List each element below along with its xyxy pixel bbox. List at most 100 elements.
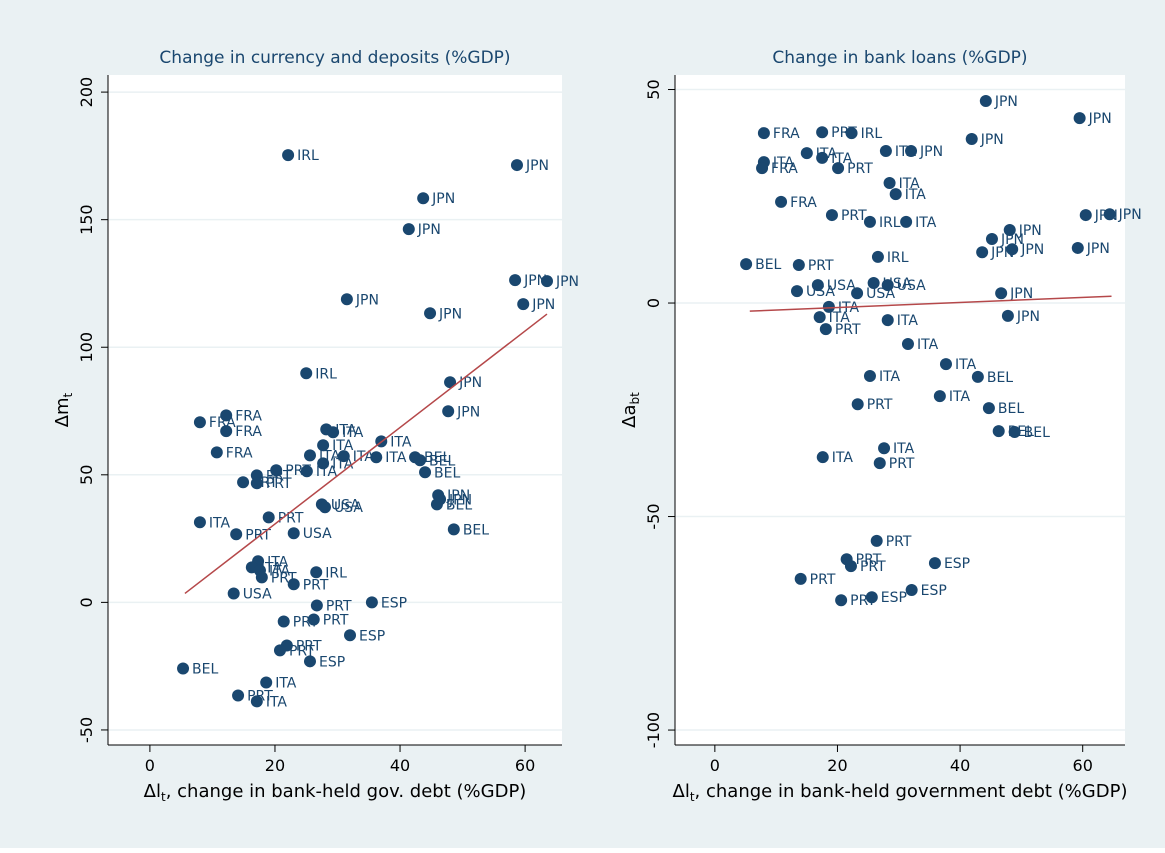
point-label: PRT <box>860 559 886 575</box>
x-axis-label-sub: t <box>690 790 695 804</box>
point <box>971 370 984 383</box>
point-label: IRL <box>315 366 337 382</box>
point <box>287 578 300 591</box>
point <box>873 457 886 470</box>
point-label: USA <box>897 278 926 294</box>
point-label: PRT <box>808 258 834 274</box>
x-axis-label-rest: , change in bank-held government debt (%… <box>695 781 1128 802</box>
point <box>811 279 824 292</box>
point-label: BEL <box>434 465 460 481</box>
point <box>344 629 357 642</box>
point-label: BEL <box>429 453 455 469</box>
point-label: BEL <box>192 661 218 677</box>
point <box>193 416 206 429</box>
point-label: ITA <box>335 422 357 438</box>
point-label: ITA <box>879 369 901 385</box>
y-tick-label: 200 <box>77 77 96 108</box>
point <box>870 534 883 547</box>
point-label: PRT <box>841 208 867 224</box>
point-label: JPN <box>458 375 482 391</box>
point <box>851 287 864 300</box>
point <box>822 300 835 313</box>
point <box>220 425 233 438</box>
point <box>510 159 523 172</box>
point <box>933 390 946 403</box>
point <box>825 209 838 222</box>
point <box>232 689 245 702</box>
point <box>1008 425 1021 438</box>
point-label: ITA <box>209 515 231 531</box>
point-label: ESP <box>319 654 345 670</box>
point <box>317 439 330 452</box>
point-label: BEL <box>424 450 450 466</box>
point-label: JPN <box>1118 207 1142 223</box>
fit-line <box>749 295 1112 312</box>
point <box>287 527 300 540</box>
point-label: JPN <box>525 158 549 174</box>
point-label: JPN <box>919 144 943 160</box>
y-axis-label: Δabt <box>619 392 642 428</box>
point <box>327 426 340 439</box>
point-label: JPN <box>523 273 547 289</box>
point <box>939 358 952 371</box>
point <box>791 285 804 298</box>
y-axis-label-sub: bt <box>628 392 642 405</box>
point-label: PRT <box>889 456 915 472</box>
point <box>303 449 316 462</box>
point <box>863 215 876 228</box>
point-label: USA <box>806 284 835 300</box>
point-label: USA <box>866 286 895 302</box>
point <box>1079 209 1092 222</box>
point <box>832 162 845 175</box>
point-label: USA <box>334 500 363 516</box>
point <box>517 298 530 311</box>
point-label: IRL <box>861 126 883 142</box>
point <box>414 454 427 467</box>
point <box>992 425 1005 438</box>
point-label: BEL <box>998 401 1024 417</box>
point <box>230 528 243 541</box>
point-label: FRA <box>771 161 798 177</box>
point <box>819 323 832 336</box>
point <box>995 287 1008 300</box>
point-label: JPN <box>1018 223 1042 239</box>
x-tick-label: 60 <box>1073 756 1093 775</box>
point <box>540 275 553 288</box>
point <box>845 127 858 140</box>
point <box>881 314 894 327</box>
point <box>262 511 275 524</box>
point-label: JPN <box>1016 309 1040 325</box>
point-label: USA <box>827 278 856 294</box>
y-tick-label: 150 <box>77 204 96 235</box>
point <box>447 523 460 536</box>
point-label: BEL <box>755 257 781 273</box>
point <box>883 177 896 190</box>
point <box>303 655 316 668</box>
point <box>757 127 770 140</box>
point <box>250 695 263 708</box>
x-tick-label: 40 <box>950 756 970 775</box>
point-label: JPN <box>431 191 455 207</box>
point <box>1003 224 1016 237</box>
point <box>800 147 813 160</box>
point-label: PRT <box>886 534 912 550</box>
point-label: JPN <box>1000 232 1024 248</box>
point-label: ITA <box>915 215 937 231</box>
y-tick-label: 100 <box>77 332 96 363</box>
point <box>370 451 383 464</box>
point-label: ITA <box>949 389 971 405</box>
point-label: JPN <box>531 297 555 313</box>
point-label: JPN <box>1088 111 1112 127</box>
point-label: JPN <box>448 492 472 508</box>
point <box>813 311 826 324</box>
point <box>1103 208 1116 221</box>
x-tick-label: 20 <box>265 756 285 775</box>
point <box>337 450 350 463</box>
point <box>816 126 829 139</box>
point <box>965 133 978 146</box>
point <box>905 145 918 158</box>
point-label: BEL <box>463 522 489 538</box>
point-label: ITA <box>269 563 291 579</box>
point <box>1071 241 1084 254</box>
point-label: ITA <box>832 450 854 466</box>
